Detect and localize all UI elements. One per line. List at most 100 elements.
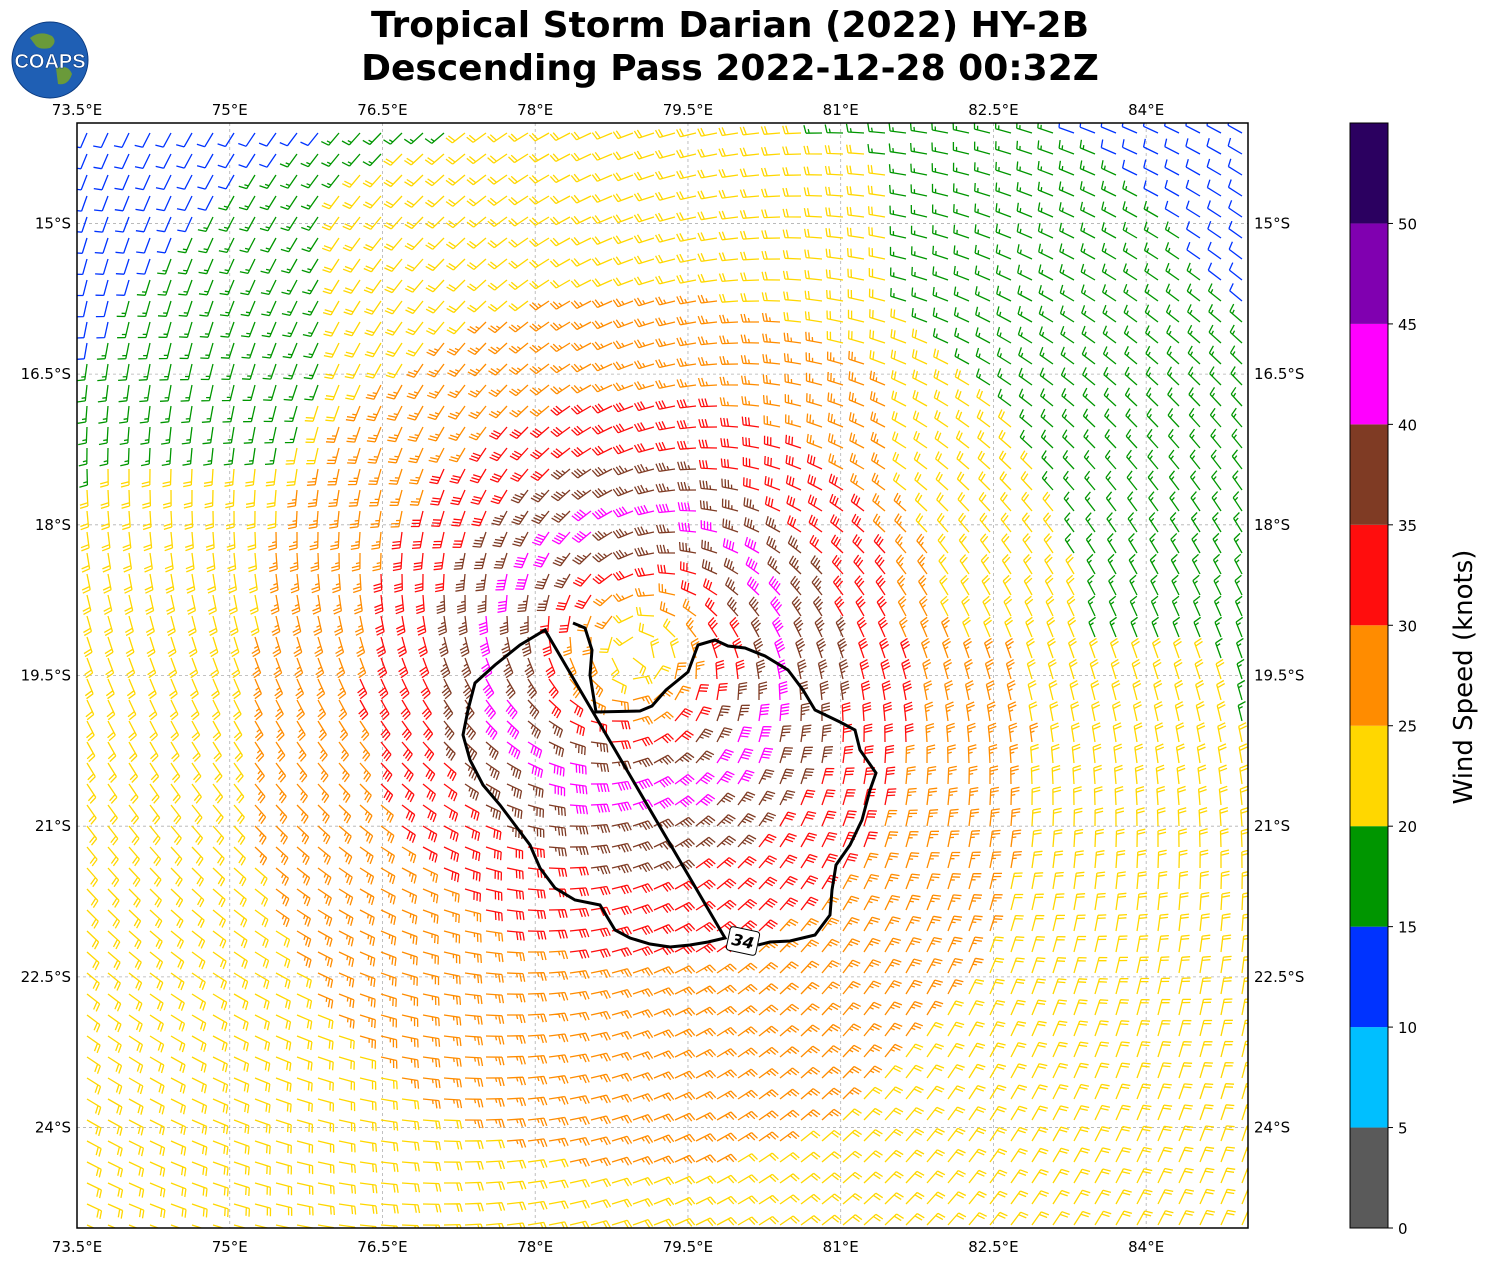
- wind-barb: [975, 368, 991, 386]
- wind-barb: [238, 195, 256, 211]
- wind-barb: [1073, 1147, 1090, 1163]
- wind-barb: [695, 943, 716, 954]
- wind-barb: [527, 992, 547, 1002]
- wind-barb: [1016, 182, 1033, 197]
- wind-barb: [931, 204, 949, 218]
- wind-barb: [779, 1109, 800, 1121]
- wind-barb: [254, 804, 267, 825]
- wind-barb: [467, 321, 487, 334]
- wind-barb: [143, 552, 153, 573]
- wind-barb: [1007, 701, 1017, 722]
- wind-barb: [338, 972, 355, 988]
- wind-barb: [86, 1035, 101, 1054]
- wind-barb: [1150, 595, 1159, 617]
- wind-barb: [895, 554, 907, 575]
- wind-barb: [999, 491, 1012, 512]
- wind-barb: [472, 531, 487, 548]
- wind-barb: [408, 447, 424, 464]
- wind-barb: [146, 636, 156, 658]
- wind-barb: [968, 1190, 987, 1205]
- wind-barb: [869, 370, 886, 386]
- wind-barb: [569, 1095, 590, 1105]
- wind-barb: [401, 1224, 420, 1228]
- wind-barb: [443, 1014, 462, 1026]
- wind-barb: [932, 307, 949, 323]
- wind-barb: [1215, 658, 1225, 680]
- wind-barb: [1010, 808, 1021, 827]
- wind-barb: [632, 675, 653, 685]
- wind-barb: [761, 209, 781, 219]
- wind-barb: [380, 909, 397, 926]
- wind-barb: [779, 703, 790, 722]
- wind-barb: [975, 306, 991, 323]
- wind-barb: [380, 1119, 399, 1131]
- wind-barb: [791, 596, 802, 617]
- wind-barb: [294, 657, 304, 679]
- wind-barb: [260, 279, 277, 296]
- wind-barb: [590, 1010, 611, 1020]
- wind-barb: [1083, 449, 1096, 470]
- wind-barb: [527, 1096, 548, 1106]
- wind-barb: [191, 825, 204, 846]
- wind-barb: [1239, 785, 1248, 806]
- wind-barb: [695, 1069, 717, 1079]
- wind-barb: [477, 594, 487, 614]
- wind-barb: [1206, 200, 1222, 218]
- wind-barb: [884, 1213, 904, 1226]
- wind-barb: [910, 142, 928, 155]
- wind-barb: [296, 699, 305, 721]
- wind-barb: [422, 741, 435, 762]
- wind-barb: [140, 426, 151, 445]
- wind-barb: [611, 1177, 633, 1187]
- wind-barb: [1178, 977, 1191, 995]
- wind-barb: [1167, 408, 1180, 428]
- wind-barb: [321, 237, 340, 252]
- wind-barb: [1220, 913, 1231, 932]
- wind-barb: [1031, 1105, 1048, 1121]
- wind-barb: [800, 768, 815, 785]
- wind-barb: [870, 452, 886, 470]
- wind-barb: [1136, 913, 1148, 932]
- wind-barb: [842, 1065, 862, 1079]
- wind-barb: [863, 1150, 883, 1163]
- wind-barb: [81, 552, 91, 573]
- wind-barb: [149, 1098, 165, 1115]
- wind-barb: [137, 300, 151, 318]
- wind-barb: [485, 783, 501, 800]
- wind-barb: [634, 547, 655, 557]
- wind-barb: [742, 477, 760, 491]
- wind-barb: [203, 447, 214, 466]
- wind-barb: [1115, 1189, 1132, 1205]
- wind-barb: [317, 993, 334, 1009]
- wind-barb: [653, 881, 675, 892]
- wind-barb: [1199, 1209, 1216, 1226]
- wind-barb: [658, 583, 676, 596]
- wind-barb: [632, 778, 654, 790]
- wind-barb: [1037, 123, 1054, 134]
- wind-barb: [1136, 956, 1149, 974]
- wind-barb: [632, 1051, 654, 1060]
- wind-barb: [589, 657, 598, 679]
- wind-barb: [338, 951, 355, 968]
- wind-barb: [1093, 764, 1103, 785]
- wind-barb: [674, 880, 696, 891]
- wind-barb: [847, 330, 865, 344]
- wind-barb: [127, 699, 137, 721]
- coaps-logo: COAPS: [11, 21, 89, 99]
- wind-barb: [228, 594, 238, 615]
- wind-barb: [359, 1203, 378, 1215]
- wind-barb: [359, 783, 372, 803]
- wind-barb: [1060, 346, 1075, 365]
- wind-barb: [245, 468, 256, 487]
- wind-barb: [296, 1098, 313, 1113]
- wind-barb: [312, 594, 322, 615]
- wind-barb: [1220, 1040, 1234, 1058]
- wind-barb: [317, 1056, 334, 1071]
- wind-barb: [874, 554, 886, 575]
- wind-barb: [342, 174, 361, 188]
- wind-barb: [181, 426, 193, 445]
- wind-barb: [446, 342, 466, 356]
- wind-barb: [1136, 1168, 1153, 1184]
- wind-barb: [384, 279, 403, 294]
- wind-barb: [842, 959, 861, 974]
